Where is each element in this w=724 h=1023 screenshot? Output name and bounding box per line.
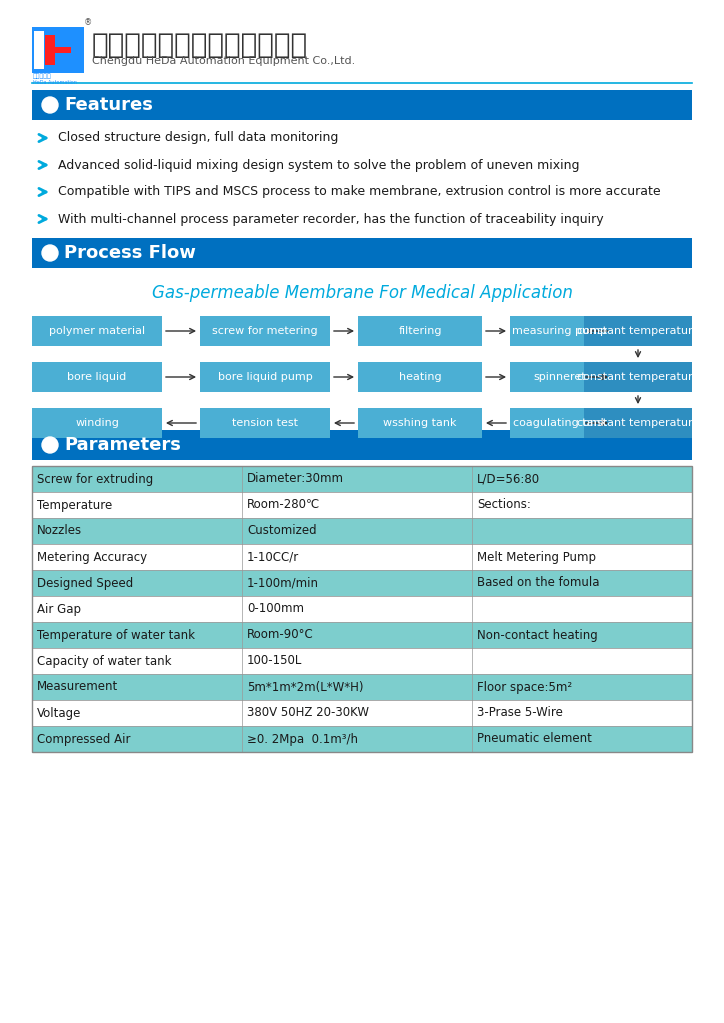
Text: Temperature of water tank: Temperature of water tank — [37, 628, 195, 641]
Bar — [584, 316, 692, 346]
Bar — [32, 466, 692, 492]
Text: Diameter:30mm: Diameter:30mm — [247, 473, 344, 486]
Text: With multi-channel process parameter recorder, has the function of traceability : With multi-channel process parameter rec… — [58, 213, 604, 225]
Bar — [32, 430, 692, 460]
Text: 3-Prase 5-Wire: 3-Prase 5-Wire — [477, 707, 563, 719]
Text: Pneumatic element: Pneumatic element — [477, 732, 592, 746]
Bar — [32, 518, 692, 544]
Text: Based on the fomula: Based on the fomula — [477, 577, 599, 589]
Text: bore liquid: bore liquid — [67, 372, 127, 382]
Text: bore liquid pump: bore liquid pump — [218, 372, 312, 382]
Circle shape — [42, 437, 58, 453]
Bar — [32, 27, 84, 73]
Bar — [32, 238, 692, 268]
Bar — [32, 674, 692, 700]
Text: constant temperature: constant temperature — [577, 326, 699, 336]
Bar — [358, 408, 482, 438]
Text: Room-90°C: Room-90°C — [247, 628, 313, 641]
Circle shape — [42, 244, 58, 261]
Bar — [358, 362, 482, 392]
Text: 100-150L: 100-150L — [247, 655, 303, 667]
Text: Air Gap: Air Gap — [37, 603, 81, 616]
Text: Chengdu HeDa Automation Equipment Co.,Ltd.: Chengdu HeDa Automation Equipment Co.,Lt… — [92, 56, 355, 66]
Bar — [32, 596, 692, 622]
Text: 0-100mm: 0-100mm — [247, 603, 304, 616]
Bar — [32, 544, 692, 570]
Text: Customized: Customized — [247, 525, 316, 537]
Text: ≥0. 2Mpa  0.1m³/h: ≥0. 2Mpa 0.1m³/h — [247, 732, 358, 746]
Text: 合达自动化: 合达自动化 — [33, 74, 51, 79]
Text: HeDa Automation: HeDa Automation — [33, 80, 77, 85]
Text: Capacity of water tank: Capacity of water tank — [37, 655, 172, 667]
Text: Screw for extruding: Screw for extruding — [37, 473, 153, 486]
Text: Parameters: Parameters — [64, 436, 181, 454]
Text: Floor space:5m²: Floor space:5m² — [477, 680, 572, 694]
Bar — [32, 700, 692, 726]
Bar — [56, 35, 66, 65]
Text: Temperature: Temperature — [37, 498, 112, 512]
Bar — [510, 316, 610, 346]
Text: Features: Features — [64, 96, 153, 114]
Bar — [200, 408, 330, 438]
Text: screw for metering: screw for metering — [212, 326, 318, 336]
Bar — [584, 408, 692, 438]
Text: Advanced solid-liquid mixing design system to solve the problem of uneven mixing: Advanced solid-liquid mixing design syst… — [58, 159, 579, 172]
Text: Measurement: Measurement — [37, 680, 118, 694]
Text: Designed Speed: Designed Speed — [37, 577, 133, 589]
Text: measuring pump: measuring pump — [513, 326, 607, 336]
Bar — [510, 408, 610, 438]
Text: Voltage: Voltage — [37, 707, 81, 719]
Bar — [45, 35, 55, 65]
Text: heating: heating — [399, 372, 442, 382]
Bar — [32, 726, 692, 752]
Text: Gas-permeable Membrane For Medical Application: Gas-permeable Membrane For Medical Appli… — [151, 284, 573, 302]
Text: Room-280℃: Room-280℃ — [247, 498, 320, 512]
Text: filtering: filtering — [398, 326, 442, 336]
Bar — [584, 362, 692, 392]
Bar — [32, 622, 692, 648]
Text: ®: ® — [84, 18, 92, 27]
Text: L/D=56:80: L/D=56:80 — [477, 473, 540, 486]
Bar — [32, 570, 692, 596]
Text: wsshing tank: wsshing tank — [383, 418, 457, 428]
Bar — [200, 316, 330, 346]
Text: spinneret: spinneret — [534, 372, 586, 382]
Text: winding: winding — [75, 418, 119, 428]
Text: 1-10CC/r: 1-10CC/r — [247, 550, 299, 564]
Text: 5m*1m*2m(L*W*H): 5m*1m*2m(L*W*H) — [247, 680, 363, 694]
Text: constant temperature: constant temperature — [577, 418, 699, 428]
Bar — [32, 466, 692, 752]
Text: Nozzles: Nozzles — [37, 525, 82, 537]
Bar — [67, 31, 77, 69]
Bar — [32, 362, 162, 392]
Bar — [45, 47, 71, 53]
Text: 380V 50HZ 20-30KW: 380V 50HZ 20-30KW — [247, 707, 369, 719]
Text: Closed structure design, full data monitoring: Closed structure design, full data monit… — [58, 132, 338, 144]
Text: 成都合达自动化设备有限公司: 成都合达自动化设备有限公司 — [92, 31, 308, 59]
Bar — [200, 362, 330, 392]
Text: Non-contact heating: Non-contact heating — [477, 628, 598, 641]
Text: coagulating tank: coagulating tank — [513, 418, 607, 428]
Text: Sections:: Sections: — [477, 498, 531, 512]
Bar — [32, 492, 692, 518]
Bar — [32, 90, 692, 120]
Bar — [34, 31, 44, 69]
Text: Process Flow: Process Flow — [64, 244, 196, 262]
Text: Compressed Air: Compressed Air — [37, 732, 130, 746]
Text: constant temperature: constant temperature — [577, 372, 699, 382]
Bar — [32, 408, 162, 438]
Bar — [358, 316, 482, 346]
Text: Compatible with TIPS and MSCS process to make membrane, extrusion control is mor: Compatible with TIPS and MSCS process to… — [58, 185, 660, 198]
Text: polymer material: polymer material — [49, 326, 145, 336]
Text: Metering Accuracy: Metering Accuracy — [37, 550, 147, 564]
Bar — [32, 316, 162, 346]
Text: tension test: tension test — [232, 418, 298, 428]
Text: Melt Metering Pump: Melt Metering Pump — [477, 550, 596, 564]
Text: 1-100m/min: 1-100m/min — [247, 577, 319, 589]
Bar — [510, 362, 610, 392]
Bar — [32, 648, 692, 674]
Circle shape — [42, 97, 58, 113]
